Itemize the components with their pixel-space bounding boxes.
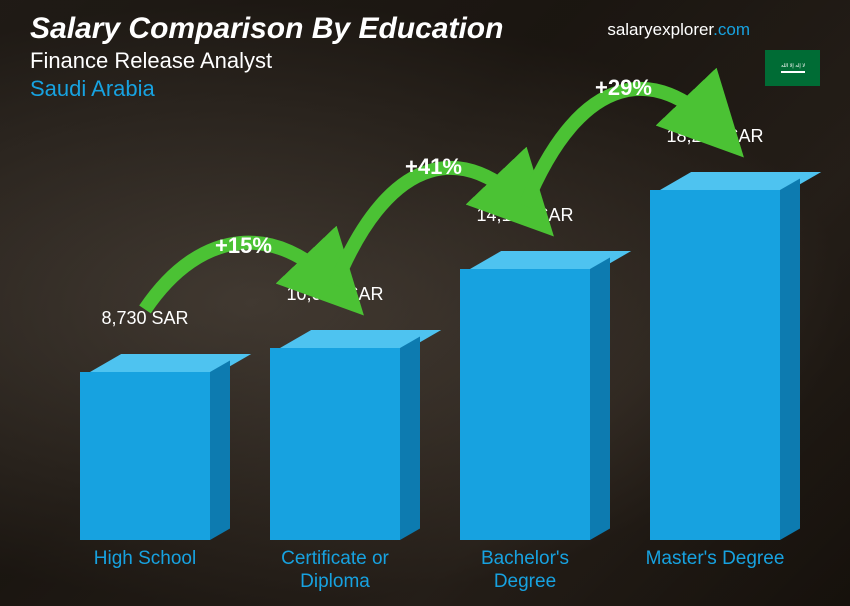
bar — [270, 330, 400, 540]
watermark-text: salaryexplorer — [607, 20, 713, 39]
chart-area: 8,730 SAR High School 10,000 SAR Certifi… — [50, 68, 790, 588]
arrow-path — [525, 89, 715, 206]
watermark-dotcom: .com — [713, 20, 750, 39]
infographic-container: Salary Comparison By Education Finance R… — [0, 0, 850, 606]
bar-label: High School — [70, 548, 220, 588]
arrow-path — [335, 168, 525, 285]
bar-side-face — [780, 178, 800, 540]
bar-label: Bachelor's Degree — [450, 548, 600, 588]
bar-side-face — [590, 257, 610, 540]
bar-side-face — [210, 361, 230, 540]
bar-label: Certificate or Diploma — [260, 548, 410, 588]
increase-label: +29% — [595, 75, 652, 101]
bar-front-face — [80, 372, 210, 540]
bar-group: 8,730 SAR High School — [70, 308, 220, 588]
chart-title: Salary Comparison By Education — [30, 12, 503, 46]
bar-side-face — [400, 336, 420, 540]
bar — [80, 354, 210, 540]
increase-label: +15% — [215, 233, 272, 259]
bar-label: Master's Degree — [640, 548, 790, 588]
increase-arrow: +29% — [515, 57, 765, 246]
watermark: salaryexplorer.com — [607, 20, 750, 40]
bar-front-face — [270, 348, 400, 540]
increase-label: +41% — [405, 154, 462, 180]
